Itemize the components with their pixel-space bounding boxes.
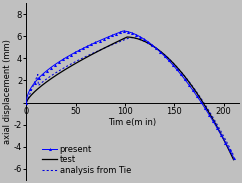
Legend: present, test, analysis from Tie: present, test, analysis from Tie (41, 144, 132, 175)
X-axis label: Tim e(m in): Tim e(m in) (108, 118, 157, 127)
Y-axis label: axial displacement (mm): axial displacement (mm) (3, 39, 13, 144)
